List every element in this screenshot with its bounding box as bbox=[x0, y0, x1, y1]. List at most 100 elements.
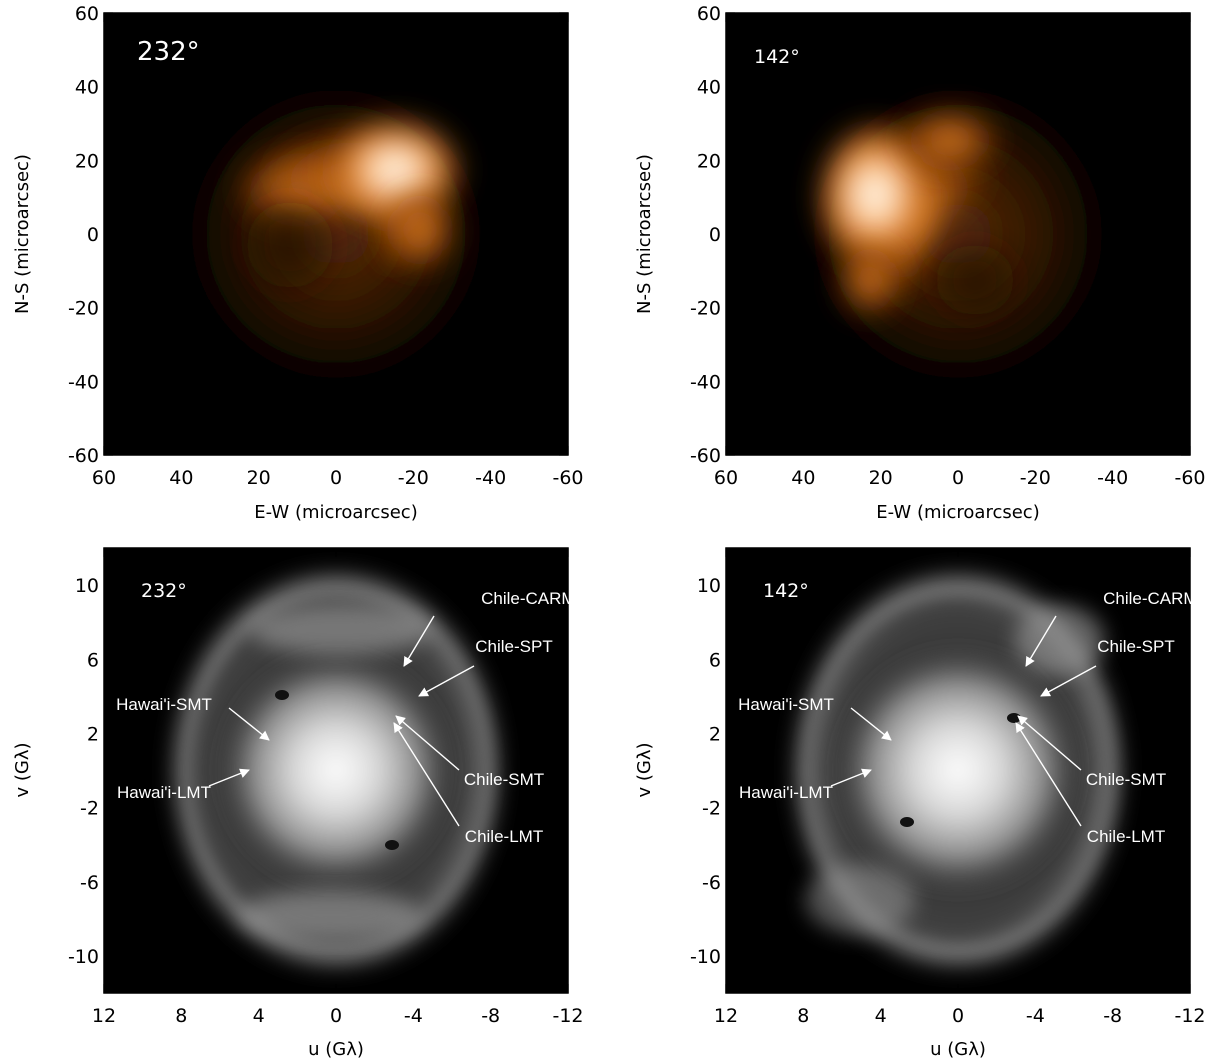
y-tick-label: 0 bbox=[709, 224, 721, 246]
y-tick-label: 6 bbox=[87, 649, 99, 671]
y-tick-label: 0 bbox=[87, 224, 99, 246]
annotation-arrow bbox=[403, 615, 435, 667]
baseline-label: Chile-SMT bbox=[1086, 770, 1166, 789]
baseline-label: Chile-CARMA bbox=[481, 589, 587, 608]
x-tick-label: -8 bbox=[1103, 1005, 1122, 1027]
x-axis-title: u (Gλ) bbox=[308, 1039, 364, 1060]
x-tick-label: 12 bbox=[92, 1005, 116, 1027]
y-tick-label: 2 bbox=[709, 723, 721, 745]
y-tick-label: 60 bbox=[75, 3, 99, 25]
x-tick-label: 0 bbox=[330, 467, 342, 489]
annotation-arrow bbox=[208, 768, 250, 787]
source-image bbox=[808, 84, 1108, 384]
annotation-arrow bbox=[418, 665, 475, 697]
x-tick-label: 60 bbox=[92, 467, 116, 489]
y-tick-label: -10 bbox=[690, 946, 721, 968]
y-tick-label: -40 bbox=[690, 371, 721, 393]
baseline-label: Hawai'i-LMT bbox=[117, 783, 211, 802]
x-tick-label: 60 bbox=[714, 467, 738, 489]
x-tick-label: -60 bbox=[1174, 467, 1205, 489]
y-tick-label: -60 bbox=[68, 445, 99, 467]
annotation-arrow bbox=[850, 707, 892, 741]
source-image bbox=[186, 84, 486, 384]
x-tick-label: 20 bbox=[869, 467, 893, 489]
y-tick-label: -2 bbox=[702, 798, 721, 820]
baseline-annotations: Chile-CARMA Chile-SPT Hawai'i-SMT Hawai'i-L… bbox=[738, 589, 1209, 846]
annotation-arrow bbox=[393, 722, 460, 827]
baseline-annotations: Chile-CARMA Chile-SPT Hawai'i-SMT Hawai'i-L… bbox=[116, 589, 587, 846]
x-tick-label: -12 bbox=[1174, 1005, 1205, 1027]
x-axis: 60 40 20 0 -20 -40 -60 bbox=[714, 13, 1206, 489]
x-axis: 12 8 4 0 -4 -8 -12 bbox=[92, 548, 584, 1027]
y-tick-label: -40 bbox=[68, 371, 99, 393]
baseline-label: Chile-SMT bbox=[464, 770, 544, 789]
annotation-arrow bbox=[228, 707, 270, 741]
x-tick-label: 0 bbox=[952, 1005, 964, 1027]
panel-top-left: 232° 60 40 20 0 -20 -40 -60 60 40 20 0 -20 -40 -60 E… bbox=[12, 3, 584, 523]
y-tick-label: -6 bbox=[80, 872, 99, 894]
x-tick-label: 4 bbox=[875, 1005, 887, 1027]
angle-label: 142° bbox=[763, 580, 809, 602]
x-tick-label: 40 bbox=[169, 467, 193, 489]
visibility-image bbox=[166, 565, 506, 975]
y-tick-label: 20 bbox=[75, 150, 99, 172]
x-axis: 12 8 4 0 -4 -8 -12 bbox=[714, 548, 1206, 1027]
x-tick-label: 8 bbox=[797, 1005, 809, 1027]
x-tick-label: -8 bbox=[481, 1005, 500, 1027]
panel-bottom-left: 232° Chile-CARMA Chile-SPT Hawai'i-SMT Hawa… bbox=[12, 547, 588, 1060]
angle-label: 142° bbox=[754, 46, 800, 68]
x-tick-label: 0 bbox=[330, 1005, 342, 1027]
y-axis: 10 6 2 -2 -6 -10 bbox=[68, 575, 568, 968]
x-tick-label: 4 bbox=[253, 1005, 265, 1027]
x-tick-label: -40 bbox=[1097, 467, 1128, 489]
y-tick-label: 40 bbox=[75, 77, 99, 99]
baseline-label: Chile-LMT bbox=[465, 827, 543, 846]
x-tick-label: -4 bbox=[404, 1005, 423, 1027]
y-axis: 60 40 20 0 -20 -40 -60 bbox=[690, 3, 1190, 467]
y-axis-title: N-S (microarcsec) bbox=[12, 154, 33, 314]
angle-label: 232° bbox=[141, 580, 187, 602]
y-tick-label: 6 bbox=[709, 649, 721, 671]
x-tick-label: -20 bbox=[1020, 467, 1051, 489]
y-tick-label: -2 bbox=[80, 798, 99, 820]
y-tick-label: 2 bbox=[87, 723, 99, 745]
y-tick-label: 60 bbox=[697, 3, 721, 25]
annotation-arrow bbox=[395, 715, 460, 771]
baseline-label: Chile-CARMA bbox=[1103, 589, 1209, 608]
x-axis-title: E-W (microarcsec) bbox=[254, 502, 417, 523]
x-tick-label: -20 bbox=[398, 467, 429, 489]
x-tick-label: 12 bbox=[714, 1005, 738, 1027]
x-axis: 60 40 20 0 -20 -40 -60 bbox=[92, 13, 584, 489]
baseline-label: Chile-LMT bbox=[1087, 827, 1165, 846]
annotation-arrow bbox=[830, 768, 872, 787]
baseline-label: Chile-SPT bbox=[1097, 637, 1174, 656]
baseline-label: Hawai'i-LMT bbox=[739, 783, 833, 802]
y-tick-label: -20 bbox=[68, 298, 99, 320]
x-tick-label: 8 bbox=[175, 1005, 187, 1027]
y-axis-title: v (Gλ) bbox=[12, 742, 33, 797]
x-tick-label: -12 bbox=[552, 1005, 583, 1027]
panel-bottom-right: 142° Chile-CARMA Chile-SPT Hawai'i-SMT Hawa… bbox=[634, 547, 1210, 1060]
y-tick-label: 10 bbox=[75, 575, 99, 597]
panel-top-right: 142° 60 40 20 0 -20 -40 -60 60 40 20 0 -20 -40 -60 E… bbox=[634, 3, 1206, 523]
x-tick-label: -40 bbox=[475, 467, 506, 489]
annotation-arrow bbox=[1025, 615, 1057, 667]
y-tick-label: 20 bbox=[697, 150, 721, 172]
x-tick-label: -4 bbox=[1026, 1005, 1045, 1027]
y-axis: 10 6 2 -2 -6 -10 bbox=[690, 575, 1190, 968]
visibility-image bbox=[788, 565, 1128, 975]
angle-label: 232° bbox=[137, 37, 200, 67]
x-tick-label: 20 bbox=[247, 467, 271, 489]
baseline-label: Hawai'i-SMT bbox=[116, 695, 212, 714]
annotation-arrow bbox=[1015, 722, 1082, 827]
y-axis-title: N-S (microarcsec) bbox=[634, 154, 655, 314]
baseline-label: Chile-SPT bbox=[475, 637, 552, 656]
x-tick-label: 0 bbox=[952, 467, 964, 489]
y-tick-label: -20 bbox=[690, 298, 721, 320]
annotation-arrow bbox=[1017, 715, 1082, 771]
x-tick-label: 40 bbox=[791, 467, 815, 489]
y-axis-title: v (Gλ) bbox=[634, 742, 655, 797]
x-axis-title: u (Gλ) bbox=[930, 1039, 986, 1060]
y-tick-label: 40 bbox=[697, 77, 721, 99]
y-tick-label: -10 bbox=[68, 946, 99, 968]
